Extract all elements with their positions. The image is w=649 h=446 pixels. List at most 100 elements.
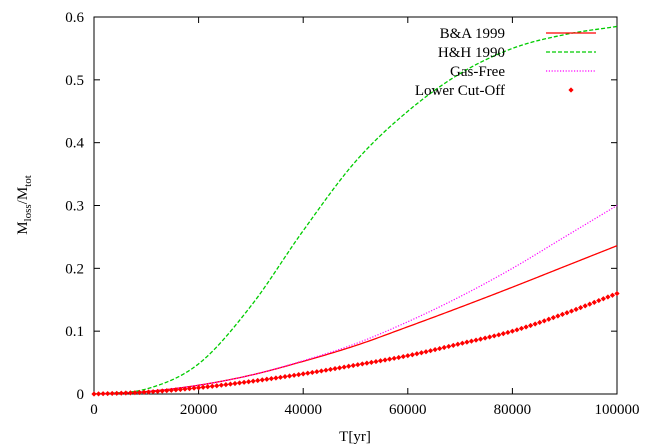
series-marker — [250, 378, 256, 384]
series-marker — [145, 389, 152, 395]
series-marker — [387, 356, 393, 362]
series-marker — [423, 349, 429, 355]
series-marker — [568, 308, 575, 314]
series-marker — [155, 388, 161, 394]
series-marker — [437, 345, 443, 352]
series-marker — [264, 376, 270, 382]
series-marker — [459, 340, 465, 346]
series-marker — [232, 380, 238, 387]
series-marker — [391, 355, 397, 361]
series-marker — [336, 365, 343, 371]
y-axis-label-sub1: loss — [22, 204, 34, 221]
series-marker — [446, 343, 452, 350]
series-marker — [305, 370, 311, 376]
series-marker — [500, 331, 506, 337]
series-marker — [464, 339, 470, 345]
series-marker — [541, 318, 547, 324]
series-marker — [327, 366, 334, 373]
x-tick-label: 0 — [90, 402, 98, 418]
series-marker — [527, 322, 534, 329]
series-marker — [332, 366, 338, 372]
series-marker — [482, 335, 488, 341]
series-marker — [268, 376, 274, 382]
y-tick-label: 0.2 — [65, 261, 84, 277]
series-marker — [150, 389, 156, 395]
series-marker — [418, 350, 425, 356]
series-marker — [255, 377, 261, 384]
series-marker — [450, 342, 456, 348]
series-marker — [546, 316, 552, 322]
series-marker — [355, 362, 361, 368]
series-marker — [523, 324, 529, 330]
series-marker — [468, 338, 475, 344]
series-marker — [136, 389, 143, 396]
legend-label: Lower Cut-Off — [415, 83, 505, 99]
x-tick-label: 20000 — [180, 402, 218, 418]
legend-label: Gas-Free — [450, 64, 505, 80]
series-marker — [223, 382, 229, 388]
series-marker — [400, 353, 406, 360]
series-marker — [564, 310, 570, 316]
series-marker — [377, 358, 384, 364]
series-marker — [341, 364, 347, 370]
series-marker — [368, 359, 375, 365]
series-marker — [532, 321, 538, 327]
series-marker — [346, 363, 352, 369]
series-marker — [537, 319, 543, 326]
series-marker — [118, 390, 124, 396]
series-marker — [286, 373, 293, 379]
y-tick-label: 0.4 — [65, 136, 84, 152]
series-marker — [291, 372, 297, 378]
y-axis-label-sep: /M — [15, 187, 31, 205]
x-tick-label: 100000 — [595, 402, 640, 418]
y-tick-label: 0.6 — [65, 10, 84, 26]
series-marker — [505, 329, 511, 336]
series-marker — [273, 375, 279, 381]
series-marker — [300, 371, 306, 377]
series-marker — [350, 362, 356, 369]
series-marker — [441, 344, 447, 351]
series-line — [93, 245, 618, 395]
series-marker — [596, 297, 602, 304]
series-marker — [277, 374, 284, 380]
series-marker — [209, 383, 215, 389]
x-tick-label: 40000 — [284, 402, 322, 418]
x-axis-label: T[yr] — [339, 429, 371, 445]
series-marker — [109, 390, 115, 397]
series-marker — [359, 361, 365, 367]
series-marker — [218, 382, 224, 388]
series-marker — [214, 383, 220, 389]
series-marker — [509, 328, 515, 334]
series-marker — [164, 388, 170, 394]
series-marker — [105, 390, 111, 397]
y-tick-label: 0.3 — [65, 199, 84, 215]
series-marker — [514, 327, 520, 333]
series-marker — [246, 379, 252, 385]
series-marker — [123, 390, 129, 396]
legend-marker — [568, 87, 574, 93]
series-marker — [323, 367, 329, 373]
series-marker — [414, 351, 420, 357]
series-marker — [582, 303, 588, 309]
x-tick-label: 60000 — [389, 402, 427, 418]
series-marker — [477, 336, 484, 342]
legend-label: B&A 1999 — [440, 26, 505, 42]
x-tick-label: 80000 — [494, 402, 532, 418]
legend: B&A 1999 H&H 1990 Gas-Free Lower Cut-Off — [415, 26, 596, 99]
series-marker — [191, 385, 197, 391]
y-tick-label: 0.1 — [65, 324, 84, 340]
series-marker — [196, 385, 202, 391]
series-marker — [182, 386, 188, 392]
series-marker — [427, 348, 434, 354]
y-axis-label-main: M — [15, 221, 31, 234]
series-marker — [373, 358, 379, 365]
series-marker — [487, 334, 493, 340]
series-marker — [587, 301, 593, 307]
series-marker — [227, 381, 234, 387]
series-marker — [241, 379, 247, 385]
series-marker — [141, 389, 147, 395]
series-marker — [114, 390, 120, 396]
series-marker — [95, 391, 102, 397]
series-marker — [591, 299, 597, 305]
